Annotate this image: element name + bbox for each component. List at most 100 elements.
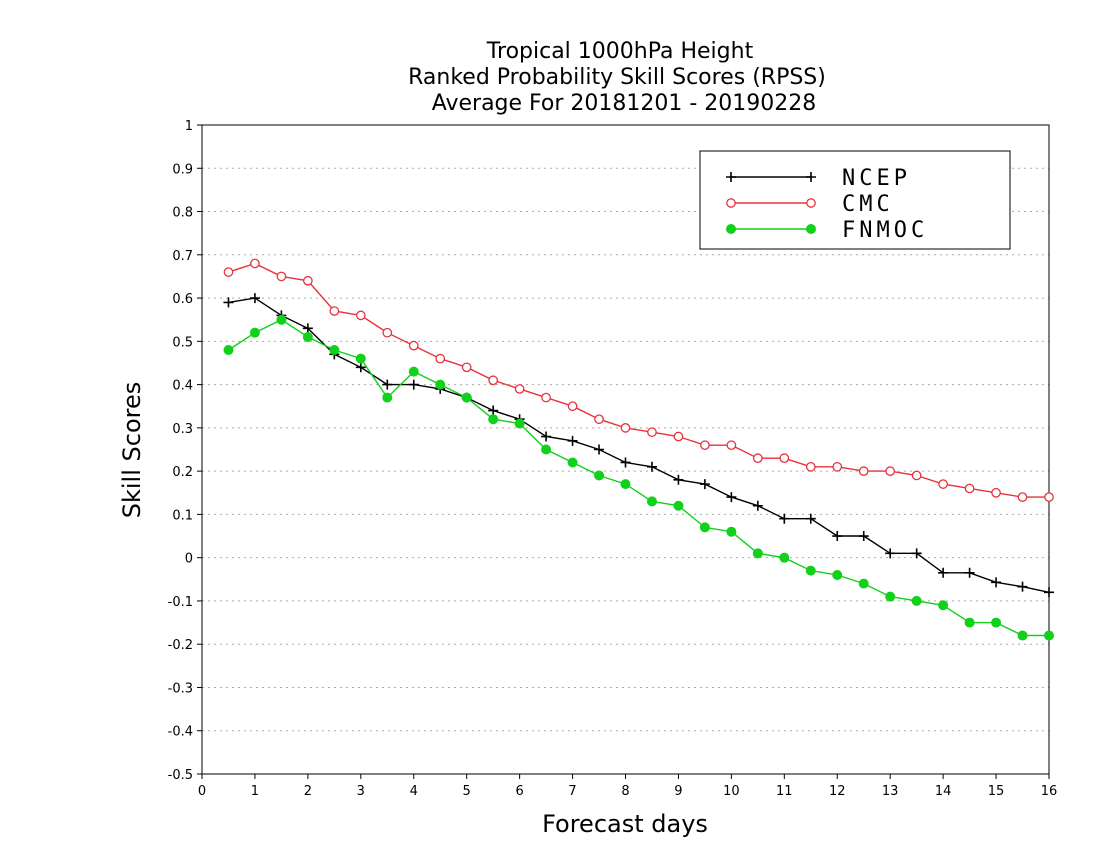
y-axis-label: Skill Scores xyxy=(118,382,146,519)
x-tick-label: 2 xyxy=(304,784,312,799)
data-point-ncep xyxy=(223,297,234,308)
series-ncep xyxy=(223,293,1054,598)
data-point-ncep xyxy=(911,548,922,559)
data-point-fnmoc xyxy=(699,522,710,533)
series-line-cmc xyxy=(228,262,1049,498)
data-point-ncep xyxy=(699,479,710,490)
data-point-ncep xyxy=(673,474,684,485)
data-point-fnmoc xyxy=(832,569,843,580)
data-point-cmc xyxy=(514,384,525,394)
y-tick-label: 1 xyxy=(185,119,193,134)
data-point-fnmoc xyxy=(461,392,472,403)
data-point-cmc xyxy=(673,431,684,442)
data-point-fnmoc xyxy=(541,444,552,455)
data-point-fnmoc xyxy=(408,366,419,377)
data-point-cmc xyxy=(779,453,790,464)
x-tick-label: 3 xyxy=(357,784,365,799)
data-point-ncep xyxy=(964,567,975,578)
data-point-fnmoc xyxy=(752,548,763,559)
legend-label-cmc: CMC xyxy=(842,192,894,217)
data-point-fnmoc xyxy=(329,344,340,355)
data-point-cmc xyxy=(461,362,472,373)
x-tick-label: 16 xyxy=(1041,784,1058,799)
x-tick-label: 0 xyxy=(198,784,206,799)
x-tick-label: 9 xyxy=(674,784,682,799)
x-tick-label: 12 xyxy=(829,784,846,799)
data-point-ncep xyxy=(567,435,578,446)
gridlines xyxy=(202,167,1049,732)
data-point-cmc xyxy=(223,267,234,277)
y-tick-label: 0.9 xyxy=(172,162,193,177)
data-point-cmc xyxy=(355,310,366,321)
data-point-fnmoc xyxy=(355,353,366,364)
data-point-ncep xyxy=(779,513,790,524)
data-point-fnmoc xyxy=(646,496,657,507)
data-point-cmc xyxy=(752,453,763,464)
data-point-cmc xyxy=(700,440,710,451)
series-fnmoc xyxy=(223,314,1054,641)
data-point-cmc xyxy=(620,423,631,433)
y-tick-label: -0.1 xyxy=(168,595,193,610)
x-tick-label: 5 xyxy=(463,784,471,799)
title-line-3: Average For 20181201 - 20190228 xyxy=(432,91,817,116)
y-tick-label: -0.5 xyxy=(168,768,193,783)
x-axis-ticks: 0 1 2 3 4 5 6 7 8 9 10 11 12 13 14 15 16 xyxy=(198,774,1057,799)
y-tick-label: -0.4 xyxy=(168,725,193,740)
title-line-1: Tropical 1000hPa Height xyxy=(486,39,754,64)
legend-box xyxy=(699,150,1011,250)
data-point-fnmoc xyxy=(991,617,1002,628)
data-point-cmc xyxy=(1044,492,1054,502)
data-point-fnmoc xyxy=(805,565,816,576)
data-point-fnmoc xyxy=(1044,630,1054,641)
data-point-fnmoc xyxy=(858,578,869,589)
x-axis-label: Forecast days xyxy=(542,810,708,838)
data-point-ncep xyxy=(1044,587,1054,598)
data-point-fnmoc xyxy=(911,595,922,606)
series-cmc xyxy=(223,258,1054,502)
x-tick-label: 15 xyxy=(988,784,1005,799)
data-point-cmc xyxy=(805,461,816,472)
data-point-cmc xyxy=(911,470,922,481)
series-group xyxy=(223,258,1054,641)
legend-marker-cmc xyxy=(806,198,816,208)
x-tick-label: 6 xyxy=(515,784,523,799)
y-tick-label: -0.3 xyxy=(168,681,193,696)
data-point-fnmoc xyxy=(276,314,287,325)
data-point-ncep xyxy=(408,379,419,390)
y-tick-label: 0.8 xyxy=(172,206,193,221)
data-point-ncep xyxy=(726,492,737,503)
y-tick-label: 0.4 xyxy=(172,379,193,394)
x-tick-label: 11 xyxy=(776,784,793,799)
data-point-ncep xyxy=(382,379,393,390)
title-line-2: Ranked Probability Skill Scores (RPSS) xyxy=(408,65,826,90)
data-point-cmc xyxy=(567,401,578,412)
x-tick-label: 1 xyxy=(251,784,259,799)
data-point-fnmoc xyxy=(938,600,949,611)
data-point-fnmoc xyxy=(1017,630,1028,641)
data-point-fnmoc xyxy=(435,379,446,390)
data-point-fnmoc xyxy=(594,470,605,481)
data-point-fnmoc xyxy=(673,500,684,511)
data-point-cmc xyxy=(329,306,340,316)
y-tick-label: 0.1 xyxy=(172,508,193,523)
data-point-ncep xyxy=(938,567,949,578)
data-point-fnmoc xyxy=(726,526,737,537)
series-line-fnmoc xyxy=(228,318,1049,637)
data-point-cmc xyxy=(726,440,737,451)
data-point-ncep xyxy=(355,362,366,373)
x-tick-label: 7 xyxy=(568,784,576,799)
series-line-ncep xyxy=(228,297,1050,593)
data-point-cmc xyxy=(1017,492,1028,502)
data-point-ncep xyxy=(488,405,499,416)
data-point-fnmoc xyxy=(249,327,260,338)
y-tick-label: 0 xyxy=(185,552,193,567)
data-point-ncep xyxy=(858,531,869,542)
y-tick-label: 0.7 xyxy=(172,249,193,264)
data-point-fnmoc xyxy=(567,457,578,468)
data-point-ncep xyxy=(885,548,896,559)
y-tick-label: -0.2 xyxy=(168,638,193,653)
data-point-cmc xyxy=(832,461,843,472)
data-point-cmc xyxy=(991,487,1001,498)
data-point-ncep xyxy=(302,323,313,334)
